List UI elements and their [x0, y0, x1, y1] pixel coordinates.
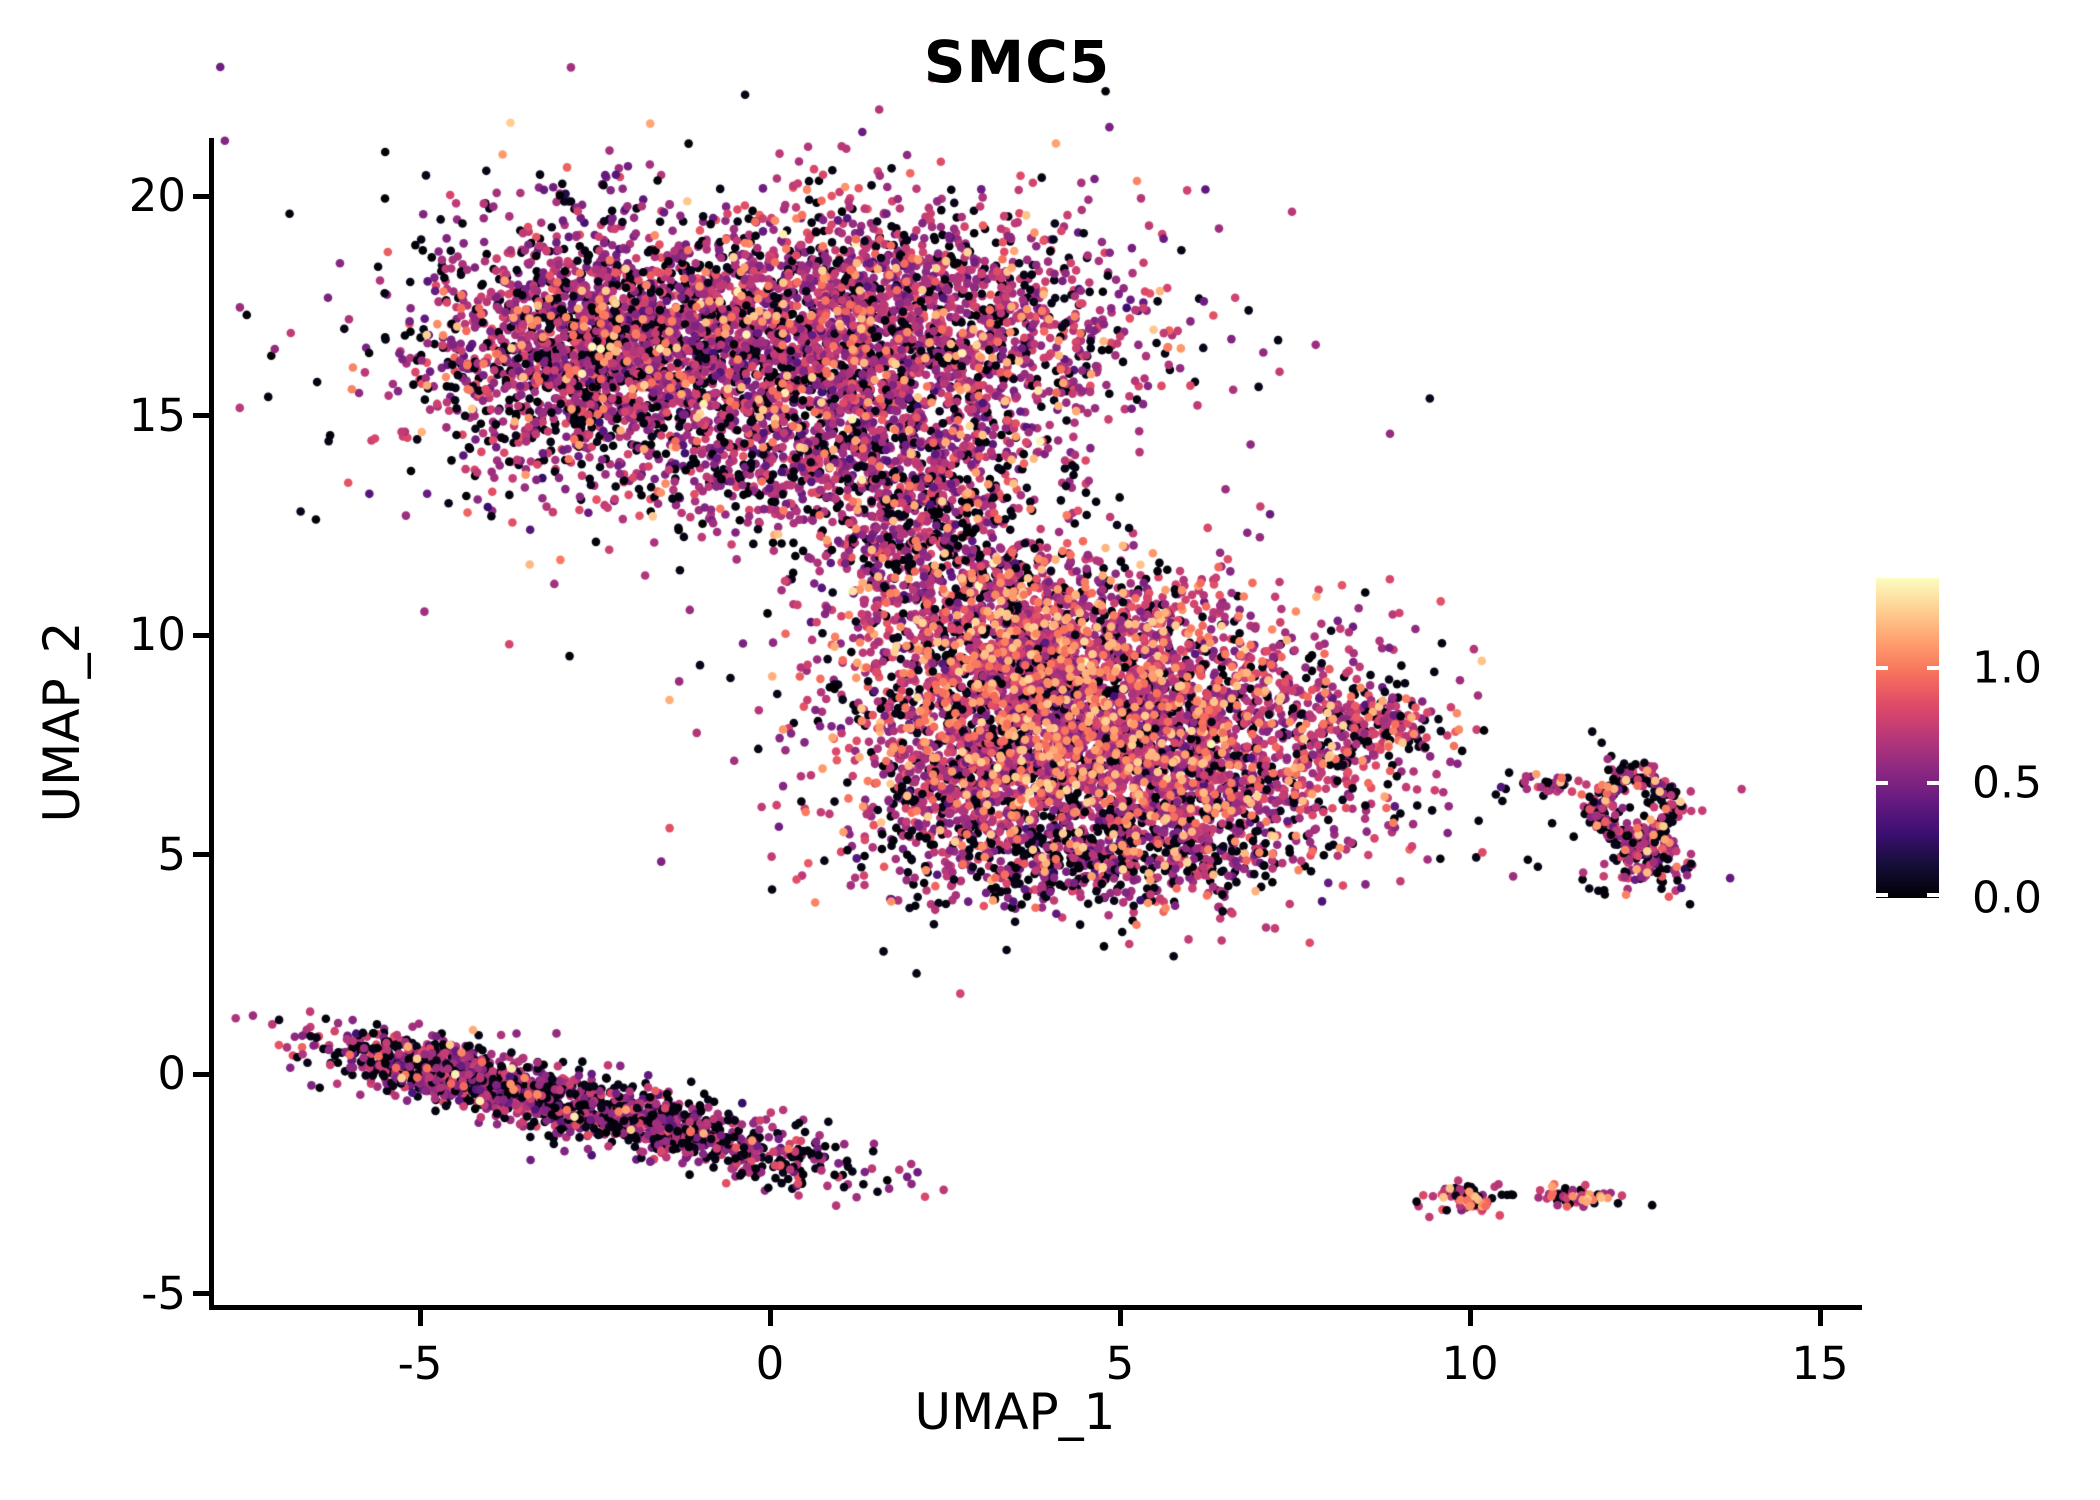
- x-tick-mark: [1817, 1310, 1823, 1326]
- colorbar-tick-mark: [1927, 893, 1939, 897]
- x-tick-label: -5: [397, 1337, 443, 1390]
- colorbar-tick-mark: [1876, 665, 1888, 670]
- y-tick-mark: [193, 413, 209, 418]
- y-tick-label: 15: [128, 388, 186, 442]
- y-tick-label: 5: [157, 827, 186, 881]
- x-tick-label: 15: [1791, 1337, 1849, 1390]
- x-axis-line: [209, 1305, 1862, 1310]
- colorbar-tick-mark: [1876, 780, 1888, 785]
- colorbar-tick-label: 1.0: [1972, 642, 2042, 694]
- y-tick-label: -5: [141, 1266, 186, 1320]
- y-tick-mark: [193, 1291, 209, 1296]
- y-tick-mark: [193, 632, 209, 638]
- colorbar-tick-label: 0.0: [1972, 872, 2042, 924]
- x-tick-label: 5: [1105, 1337, 1135, 1390]
- colorbar-tick-mark: [1927, 665, 1939, 670]
- colorbar-gradient: [1876, 578, 1939, 898]
- colorbar-tick-label: 0.5: [1972, 757, 2042, 809]
- y-axis-line: [209, 138, 214, 1310]
- colorbar-tick-mark: [1876, 893, 1888, 897]
- y-tick-label: 0: [157, 1047, 186, 1100]
- y-tick-mark: [193, 852, 209, 857]
- y-tick-mark: [193, 193, 209, 199]
- x-tick-mark: [417, 1310, 423, 1326]
- y-tick-mark: [193, 1071, 209, 1077]
- x-axis-label: UMAP_1: [914, 1383, 1116, 1441]
- x-tick-label: 10: [1441, 1337, 1499, 1390]
- y-tick-label: 10: [128, 608, 186, 661]
- plot-title: SMC5: [923, 28, 1111, 96]
- x-tick-mark: [1117, 1310, 1123, 1326]
- colorbar-tick-mark: [1927, 780, 1939, 785]
- x-tick-mark: [767, 1310, 773, 1326]
- x-tick-mark: [1467, 1310, 1473, 1326]
- y-axis-label: UMAP_2: [33, 621, 91, 823]
- y-tick-label: 20: [128, 169, 186, 222]
- x-tick-label: 0: [755, 1337, 785, 1390]
